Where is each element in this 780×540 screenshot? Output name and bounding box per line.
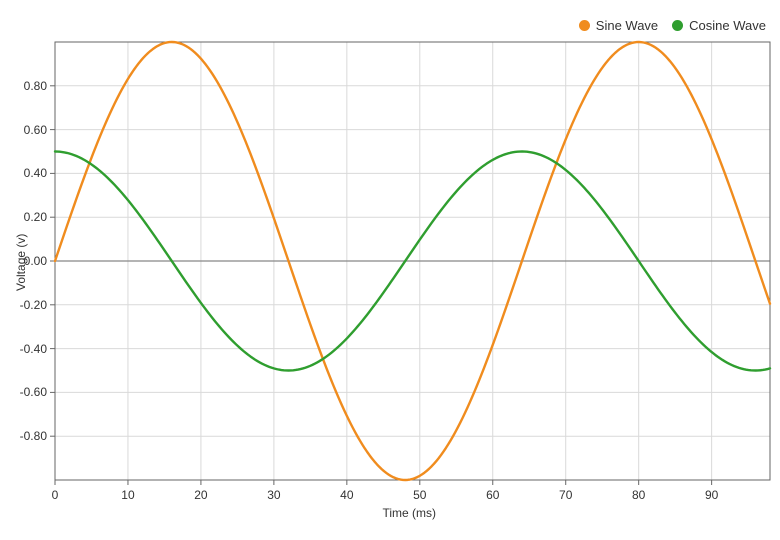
- y-tick-label: -0.20: [20, 298, 47, 312]
- y-tick-label: -0.80: [20, 429, 47, 443]
- x-tick-label: 70: [556, 488, 576, 502]
- x-tick-label: 50: [410, 488, 430, 502]
- x-tick-label: 80: [629, 488, 649, 502]
- x-tick-label: 40: [337, 488, 357, 502]
- x-tick-label: 90: [702, 488, 722, 502]
- legend-label: Sine Wave: [596, 18, 658, 33]
- y-tick-label: 0.80: [24, 79, 47, 93]
- legend-dot-icon: [579, 20, 590, 31]
- y-tick-label: 0.60: [24, 123, 47, 137]
- legend-dot-icon: [672, 20, 683, 31]
- y-tick-label: 0.00: [24, 254, 47, 268]
- line-chart: [0, 0, 780, 540]
- x-tick-label: 20: [191, 488, 211, 502]
- x-tick-label: 30: [264, 488, 284, 502]
- y-tick-label: 0.20: [24, 210, 47, 224]
- legend-item-0[interactable]: Sine Wave: [579, 18, 658, 33]
- legend-item-1[interactable]: Cosine Wave: [672, 18, 766, 33]
- x-tick-label: 60: [483, 488, 503, 502]
- y-tick-label: -0.40: [20, 342, 47, 356]
- y-tick-label: -0.60: [20, 385, 47, 399]
- chart-container: Sine WaveCosine Wave Voltage (v) Time (m…: [0, 0, 780, 540]
- x-tick-label: 0: [45, 488, 65, 502]
- x-axis-label: Time (ms): [383, 506, 437, 520]
- legend: Sine Wave Cosine Wave: [579, 18, 766, 33]
- y-tick-label: 0.40: [24, 166, 47, 180]
- x-tick-label: 10: [118, 488, 138, 502]
- legend-label: Cosine Wave: [689, 18, 766, 33]
